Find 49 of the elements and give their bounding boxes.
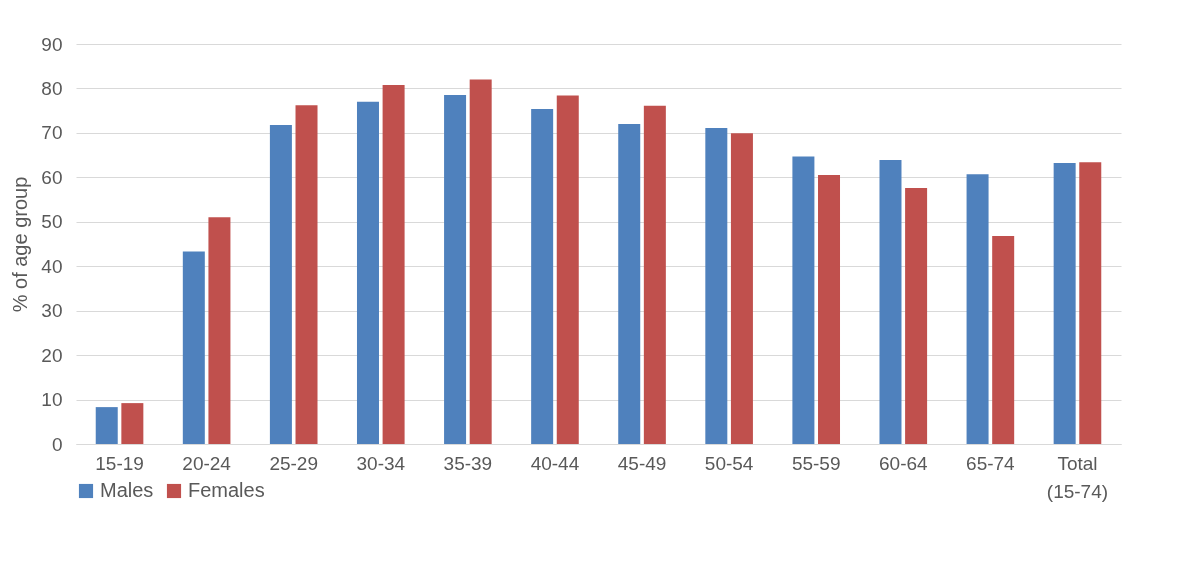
x-tick-label: 25-29	[269, 452, 319, 474]
bar	[121, 403, 144, 444]
bar	[705, 128, 728, 444]
x-tick-label: 60-64	[878, 452, 929, 474]
bar	[95, 407, 118, 444]
bar	[966, 174, 989, 444]
x-tick-label: 55-59	[791, 452, 841, 474]
bar	[618, 124, 641, 444]
y-tick-label: 80	[41, 77, 63, 99]
x-tick-label: 35-39	[443, 452, 493, 474]
bar	[444, 95, 467, 444]
x-tick-label: 20-24	[182, 452, 232, 474]
bar	[730, 133, 753, 444]
y-tick-label: 10	[41, 389, 63, 411]
legend-label: Females	[188, 479, 265, 501]
bar	[469, 79, 492, 444]
bar	[792, 156, 815, 444]
bar	[879, 160, 902, 444]
y-tick-label: 30	[41, 300, 63, 322]
bar	[531, 108, 554, 444]
bar	[1053, 163, 1076, 444]
bar	[208, 217, 231, 444]
legend-label: Males	[100, 479, 154, 501]
bar	[382, 84, 405, 444]
x-tick-label: 45-49	[617, 452, 667, 474]
x-tick-label: Total (15-74)	[1046, 452, 1109, 502]
bar	[905, 188, 928, 444]
y-tick-label: 40	[41, 255, 63, 277]
x-tick-label: 65-74	[966, 452, 1016, 474]
bar	[295, 105, 318, 444]
bar	[992, 236, 1015, 444]
bar	[1079, 162, 1102, 444]
x-tick-label: 30-34	[356, 452, 406, 474]
y-tick-label: 20	[41, 344, 63, 366]
bar	[182, 251, 205, 444]
bar	[269, 124, 292, 444]
bar	[818, 175, 841, 444]
x-tick-label: 40-44	[530, 452, 580, 474]
y-axis-title: % of age group	[9, 176, 32, 313]
y-tick-label: 90	[41, 33, 63, 55]
y-tick-label: 70	[41, 122, 63, 144]
y-tick-label: 50	[41, 211, 63, 233]
x-tick-label: 15-19	[95, 452, 144, 474]
y-tick-label: 0	[51, 433, 63, 455]
x-tick-label: 50-54	[704, 452, 754, 474]
bar	[356, 101, 379, 444]
y-tick-label: 60	[41, 166, 63, 188]
bar	[556, 95, 579, 444]
bar	[643, 105, 666, 444]
